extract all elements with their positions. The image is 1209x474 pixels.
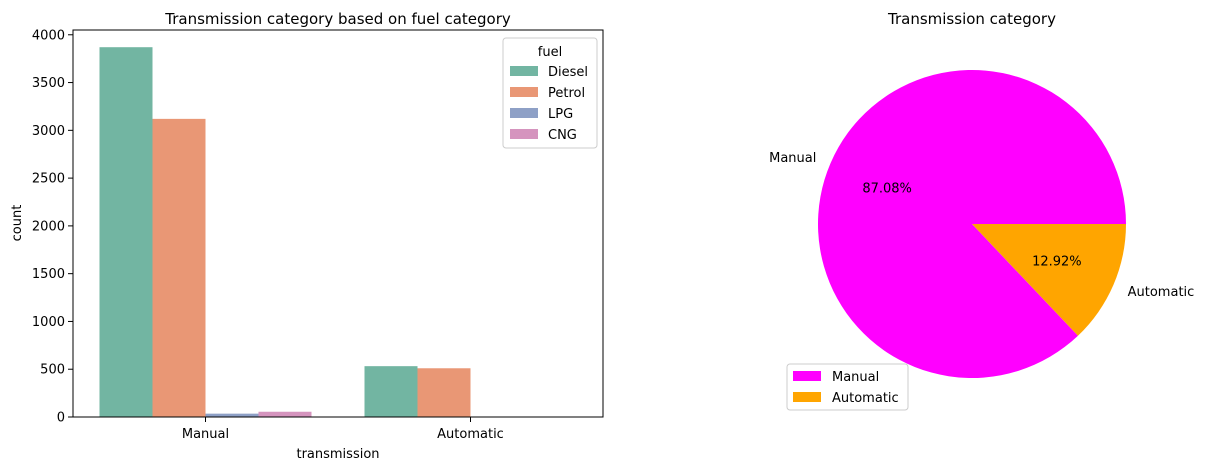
bar-legend-items: Diesel Petrol LPG CNG xyxy=(510,65,588,143)
bar-diesel-automatic xyxy=(364,366,418,417)
pie-category-label-automatic: Automatic xyxy=(1128,285,1195,300)
pie-legend-swatch-automatic xyxy=(793,392,821,402)
bar-x-axis-label: transmission xyxy=(296,447,379,462)
bar-petrol-manual xyxy=(152,118,206,417)
legend-swatch-lpg xyxy=(510,108,538,118)
pie-slice-manual xyxy=(818,69,1126,379)
pie-legend-label-automatic: Automatic xyxy=(832,391,899,406)
bar-chart: Transmission category based on fuel cate… xyxy=(10,10,604,462)
pie-slice-automatic xyxy=(972,224,1126,336)
pie-chart-title: Transmission category xyxy=(887,10,1056,28)
bar-lpg-manual xyxy=(205,413,259,417)
legend-swatch-petrol xyxy=(510,87,538,97)
pie-pct-label-manual: 87.08% xyxy=(862,182,912,197)
legend-label-lpg: LPG xyxy=(548,107,573,122)
bar-legend-title: fuel xyxy=(538,45,562,60)
legend-label-petrol: Petrol xyxy=(548,86,585,101)
bar-legend: fuel Diesel Petrol LPG CNG xyxy=(502,37,598,149)
bar-diesel-manual xyxy=(99,47,153,417)
bar-y-axis-label: count xyxy=(10,205,25,242)
pie-labels: 87.08% Manual 12.92% Automatic xyxy=(769,151,1194,300)
y-tick-label: 2000 xyxy=(32,219,65,234)
y-tick-label: 1000 xyxy=(32,315,65,330)
pie-slices xyxy=(818,69,1126,379)
bar-x-axis: Manual Automatic xyxy=(182,417,504,442)
y-tick-label: 2500 xyxy=(32,172,65,187)
legend-label-diesel: Diesel xyxy=(548,65,588,80)
bar-plot-frame xyxy=(72,29,604,418)
pie-pct-label-automatic: 12.92% xyxy=(1032,254,1082,269)
bar-petrol-automatic xyxy=(417,368,471,417)
bar-marks xyxy=(99,47,471,417)
pie-chart: Transmission category 87.08% Manual 12.92%… xyxy=(769,10,1194,411)
pie-legend-items: Manual Automatic xyxy=(793,370,899,406)
legend-label-cng: CNG xyxy=(548,128,577,143)
y-tick-label: 3500 xyxy=(32,76,65,91)
x-tick-label: Manual xyxy=(182,427,229,442)
pie-legend-swatch-manual xyxy=(793,371,821,381)
bar-legend-box xyxy=(502,37,598,149)
y-tick-label: 4000 xyxy=(32,28,65,43)
pie-category-label-manual: Manual xyxy=(769,151,816,166)
y-tick-label: 0 xyxy=(57,411,65,426)
pie-legend: Manual Automatic xyxy=(786,363,909,411)
pie-legend-label-manual: Manual xyxy=(832,370,879,385)
bar-y-axis: 0 500 1000 1500 2000 2500 3000 3500 4000 xyxy=(32,28,73,426)
x-tick-label: Automatic xyxy=(437,427,504,442)
y-tick-label: 1500 xyxy=(32,267,65,282)
y-tick-label: 500 xyxy=(40,363,65,378)
legend-swatch-diesel xyxy=(510,66,538,76)
bar-chart-title: Transmission category based on fuel cate… xyxy=(164,10,511,28)
legend-swatch-cng xyxy=(510,129,538,139)
bar-cng-manual xyxy=(258,411,312,417)
y-tick-label: 3000 xyxy=(32,124,65,139)
